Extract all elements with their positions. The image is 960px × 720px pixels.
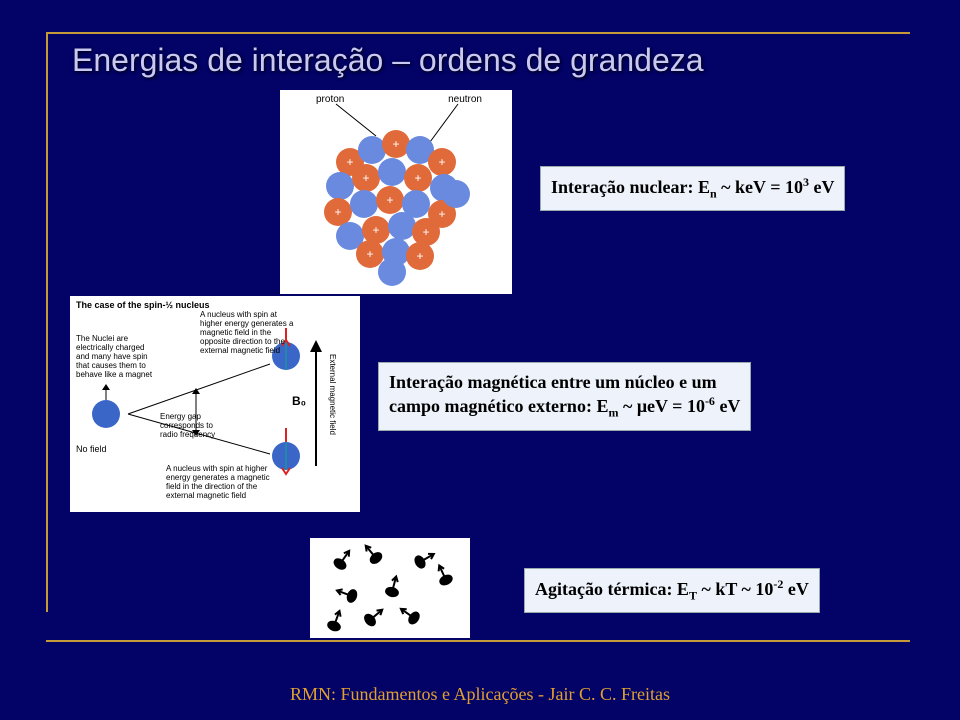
- thermal-line: Agitação térmica: ET ~ kT ~ 10-2 eV: [535, 579, 809, 599]
- magnetic-interaction-box: Interação magnética entre um núcleo e um…: [378, 362, 751, 431]
- svg-text:+: +: [416, 249, 423, 263]
- extmag-label: External magnetic field: [328, 354, 337, 435]
- spin-blurb-3: A nucleus with spin at higher energy gen…: [200, 310, 298, 355]
- footer: RMN: Fundamentos e Aplicações - Jair C. …: [0, 684, 960, 705]
- nuclear-interaction-box: Interação nuclear: En ~ keV = 103 eV: [540, 166, 845, 211]
- thermal-arrows: [310, 538, 470, 638]
- proton-label: proton: [316, 94, 344, 105]
- thermal-svg: [310, 538, 470, 638]
- svg-text:+: +: [366, 247, 373, 261]
- svg-text:+: +: [392, 137, 399, 151]
- thermal-box: Agitação térmica: ET ~ kT ~ 10-2 eV: [524, 568, 820, 613]
- svg-text:+: +: [438, 207, 445, 221]
- mag-line1: Interação magnética entre um núcleo e um: [389, 372, 717, 392]
- svg-text:+: +: [422, 225, 429, 239]
- svg-text:+: +: [362, 171, 369, 185]
- svg-text:+: +: [346, 155, 353, 169]
- svg-text:+: +: [414, 171, 421, 185]
- svg-text:+: +: [438, 155, 445, 169]
- nofield-label: No field: [76, 444, 107, 454]
- spin-blurb-2: Energy gap corresponds to radio frequenc…: [160, 412, 222, 439]
- rule-bottom: [46, 640, 910, 642]
- svg-text:+: +: [386, 193, 393, 207]
- mag-line2: campo magnético externo: Em ~ μeV = 10-6…: [389, 396, 740, 416]
- spin-diagram: The case of the spin-½ nucleus The Nucle…: [70, 296, 360, 512]
- svg-text:+: +: [334, 205, 341, 219]
- nucleus-illustration: proton neutron + + + + + + +: [280, 90, 512, 294]
- nuclear-line: Interação nuclear: En ~ keV = 103 eV: [551, 177, 834, 197]
- rule-top: [46, 32, 910, 34]
- rule-left: [46, 32, 48, 612]
- slide-title: Energias de interação – ordens de grande…: [72, 42, 704, 79]
- nucleus-svg: + + + + + + + + + + +: [280, 90, 512, 294]
- spin-title: The case of the spin-½ nucleus: [76, 300, 210, 310]
- svg-text:+: +: [372, 223, 379, 237]
- spin-blurb-4: A nucleus with spin at higher energy gen…: [166, 464, 286, 500]
- b0-label: B₀: [292, 394, 306, 408]
- neutron-label: neutron: [448, 94, 482, 105]
- spin-blurb-1: The Nuclei are electrically charged and …: [76, 334, 160, 379]
